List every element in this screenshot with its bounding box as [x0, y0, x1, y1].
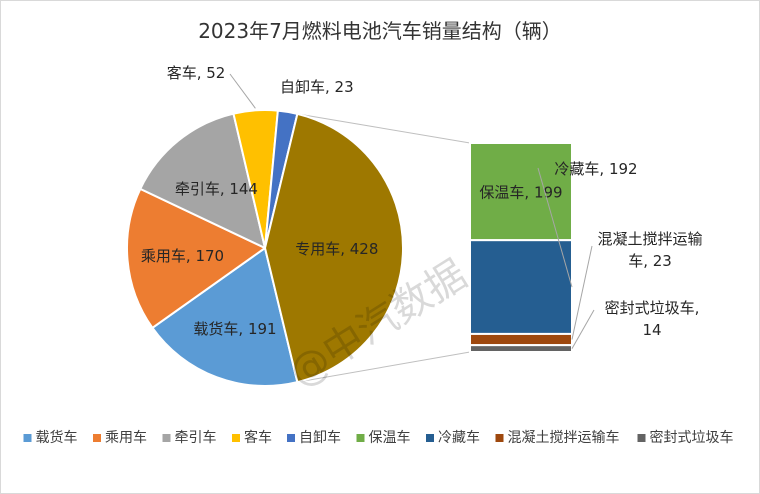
legend-swatch: [426, 434, 434, 442]
legend-item: 混凝土搅拌运输车: [508, 429, 620, 446]
breakdown-bar: [469, 142, 573, 354]
data-label: 客车, 52: [167, 64, 226, 82]
legend-swatch: [23, 434, 32, 442]
legend-item: 自卸车: [299, 429, 341, 446]
leader-line: [571, 245, 593, 340]
data-labels: 载货车, 191 乘用车, 170 牵引车, 144 客车, 52 自卸车, 23 专用车…: [141, 64, 703, 349]
legend-item: 密封式垃圾车: [650, 429, 734, 446]
slice-e789b5e5bc95e8bda6: [138, 112, 267, 250]
bar-slice-e586b7e8978fe8bda6: [469, 239, 573, 335]
chart-title: 2023年7月燃料电池汽车销量结构（辆）: [198, 19, 562, 43]
bar-slice-e5af86e5b081e5bc8fe59e83e59cbee8bda6: [469, 344, 573, 354]
data-label: 冷藏车, 192: [554, 160, 637, 178]
leader-line: [537, 167, 573, 288]
legend-item: 保温车: [369, 429, 411, 446]
slice-e4b893e794a8e8bda6: [263, 112, 405, 384]
legend: 载货车 乘用车 牵引车 客车 自卸车 保温车 冷藏车 混凝土搅拌运输车 密封式垃圾车: [23, 429, 734, 446]
slice-e4b998e794a8e8bda6: [126, 187, 267, 330]
data-label: 混凝土搅拌运输车, 23: [597, 230, 702, 270]
slice-e8bdbde8b4a7e8bda6: [151, 246, 299, 387]
legend-item: 冷藏车: [438, 429, 480, 446]
connector-lines: [297, 113, 471, 383]
legend-item: 客车: [244, 429, 272, 446]
legend-item: 乘用车: [105, 429, 147, 446]
legend-swatch: [162, 434, 171, 442]
data-label: 专用车, 428: [295, 240, 378, 258]
legend-swatch: [356, 434, 365, 442]
bar-slice-e6b7b7e5879de59c9fe69085e68b8ce8bf90e8be93e8bda6: [469, 332, 573, 347]
leader-line: [229, 73, 256, 109]
legend-swatch: [232, 434, 240, 442]
legend-swatch: [495, 434, 504, 442]
data-label: 载货车, 191: [193, 320, 276, 338]
leader-line: [571, 309, 595, 349]
connector-line-top: [297, 113, 471, 144]
legend-item: 牵引车: [175, 429, 217, 446]
data-label: 牵引车, 144: [175, 180, 258, 198]
legend-swatch: [93, 434, 101, 442]
legend-swatch: [287, 434, 295, 442]
legend-item: 载货车: [36, 429, 78, 446]
data-label: 保温车, 199: [479, 184, 562, 202]
connector-line-bottom: [297, 351, 471, 383]
legend-swatch: [637, 434, 646, 442]
bar-slice-e4bf9de6b8a9e8bda6: [469, 142, 573, 242]
pie-slices: [126, 109, 405, 387]
data-label: 乘用车, 170: [141, 247, 224, 265]
data-label: 密封式垃圾车, 14: [605, 299, 700, 339]
data-label: 自卸车, 23: [280, 78, 354, 96]
